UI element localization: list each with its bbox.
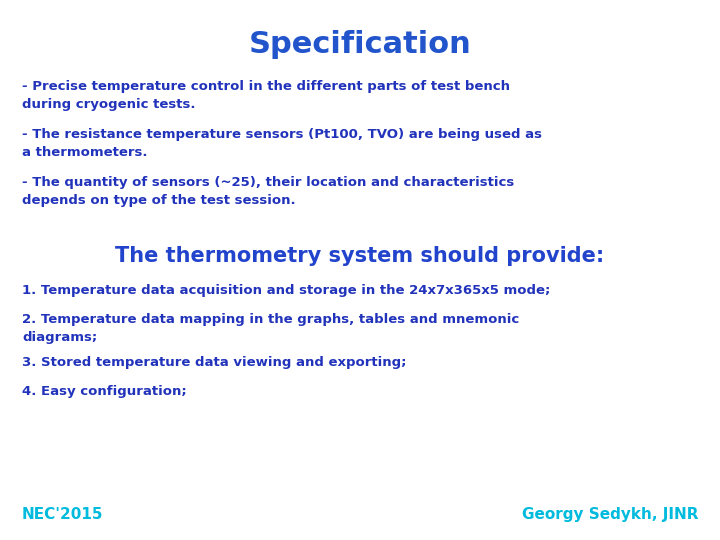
Text: Specification: Specification: [248, 30, 472, 59]
Text: 4. Easy configuration;: 4. Easy configuration;: [22, 385, 186, 398]
Text: NEC'2015: NEC'2015: [22, 507, 104, 522]
Text: 3. Stored temperature data viewing and exporting;: 3. Stored temperature data viewing and e…: [22, 356, 407, 369]
Text: - Precise temperature control in the different parts of test bench
during cryoge: - Precise temperature control in the dif…: [22, 80, 510, 111]
Text: - The resistance temperature sensors (Pt100, TVO) are being used as
a thermomete: - The resistance temperature sensors (Pt…: [22, 128, 542, 159]
Text: The thermometry system should provide:: The thermometry system should provide:: [115, 246, 605, 266]
Text: - The quantity of sensors (~25), their location and characteristics
depends on t: - The quantity of sensors (~25), their l…: [22, 176, 514, 207]
Text: 2. Temperature data mapping in the graphs, tables and mnemonic
diagrams;: 2. Temperature data mapping in the graph…: [22, 313, 519, 344]
Text: Georgy Sedykh, JINR: Georgy Sedykh, JINR: [521, 507, 698, 522]
Text: 1. Temperature data acquisition and storage in the 24x7x365x5 mode;: 1. Temperature data acquisition and stor…: [22, 284, 550, 297]
